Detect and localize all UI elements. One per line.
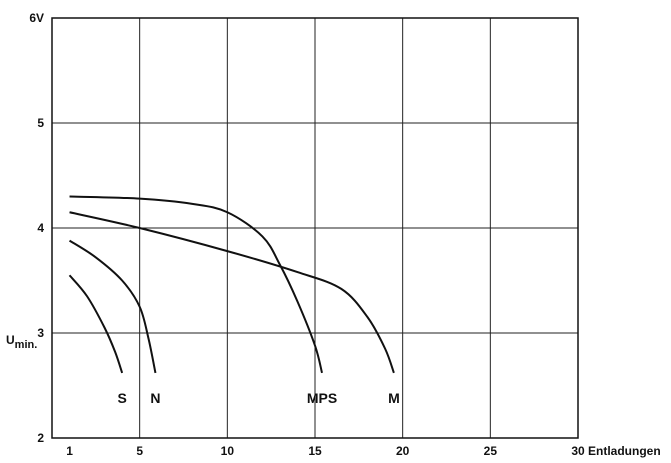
series-label-mps: MPS <box>307 390 337 406</box>
series-label-n: N <box>150 390 160 406</box>
grid-lines <box>52 18 578 438</box>
x-tick-label: 30 <box>571 444 585 458</box>
y-tick-label: 5 <box>37 116 44 130</box>
series-curves <box>68 195 395 374</box>
series-labels: S N MPS M <box>117 390 399 406</box>
x-tick-label: 1 <box>66 444 73 458</box>
series-line-n <box>68 239 157 374</box>
x-tick-label: 10 <box>221 444 235 458</box>
series-label-m: M <box>388 390 400 406</box>
y-tick-label: 3 <box>37 326 44 340</box>
x-tick-label: 25 <box>484 444 498 458</box>
y-tick-label: 4 <box>37 221 44 235</box>
x-tick-label: 15 <box>308 444 322 458</box>
series-line-m <box>69 211 395 374</box>
y-axis-label-sub: min. <box>15 339 38 351</box>
series-label-s: S <box>117 390 126 406</box>
plot-frame <box>51 17 579 439</box>
y-axis-label-main: U <box>6 333 15 347</box>
x-axis-label: Entladungen <box>588 444 661 458</box>
y-tick-label: 2 <box>37 431 44 445</box>
x-tick-label: 5 <box>136 444 143 458</box>
series-line-s <box>68 274 124 374</box>
series-line-mps <box>69 195 323 374</box>
y-tick-label: 6V <box>29 11 44 25</box>
y-axis-label: Umin. <box>6 333 37 351</box>
x-tick-label: 20 <box>396 444 410 458</box>
